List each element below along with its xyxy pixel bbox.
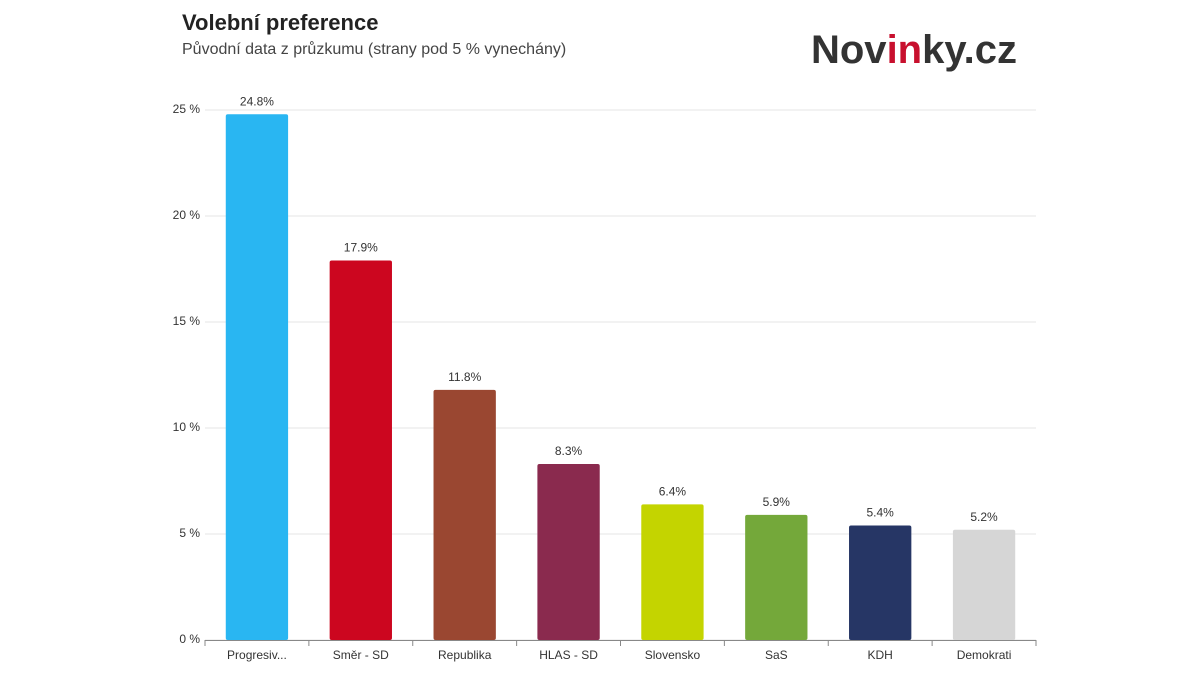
value-label: 6.4% [659, 484, 687, 498]
x-tick-label: Směr - SD [333, 648, 389, 662]
value-label: 5.2% [970, 510, 998, 524]
value-label: 8.3% [555, 444, 583, 458]
logo-part: ky.cz [922, 28, 1017, 72]
chart-title: Volební preference [182, 10, 378, 35]
x-tick-label: HLAS - SD [539, 648, 598, 662]
bar [745, 514, 808, 640]
x-tick-label: Republika [438, 648, 492, 662]
x-tick-label: Progresiv... [227, 648, 287, 662]
value-label: 5.9% [763, 495, 791, 509]
x-tick-label: SaS [765, 648, 788, 662]
value-label: 11.8% [448, 370, 481, 384]
logo-part: in [887, 28, 923, 72]
bar [537, 464, 600, 640]
y-tick-label: 20 % [173, 208, 201, 222]
bar [952, 529, 1016, 640]
logo: Novinky.cz [811, 28, 1017, 72]
y-tick-label: 5 % [179, 526, 200, 540]
x-tick-label: KDH [868, 648, 893, 662]
bar [225, 114, 289, 641]
bar [641, 504, 704, 640]
y-tick-label: 25 % [173, 102, 201, 116]
y-tick-label: 15 % [173, 314, 201, 328]
bar [329, 260, 392, 640]
value-label: 17.9% [344, 241, 378, 255]
y-tick-label: 0 % [179, 632, 200, 646]
bar [849, 525, 912, 640]
value-label: 24.8% [240, 94, 274, 108]
x-tick-label: Slovensko [645, 648, 701, 662]
value-label: 5.4% [867, 506, 895, 520]
logo-part: Nov [811, 28, 887, 72]
bar [433, 389, 496, 640]
y-tick-label: 10 % [173, 420, 201, 434]
x-tick-label: Demokrati [957, 648, 1012, 662]
chart-subtitle: Původní data z průzkumu (strany pod 5 % … [182, 40, 566, 58]
